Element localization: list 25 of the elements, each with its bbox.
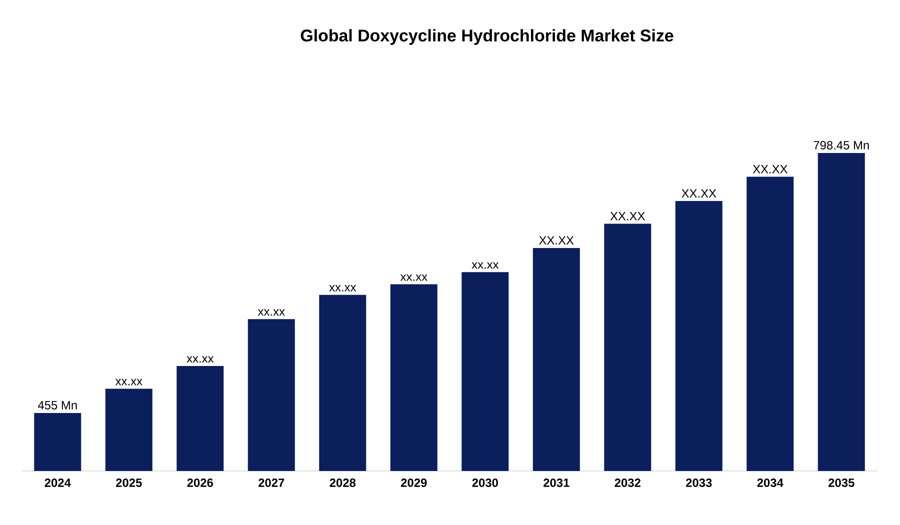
x-tick-label: 2035 (828, 478, 854, 487)
data-label: XX.XX (610, 212, 645, 220)
data-label: xx.xx (186, 356, 214, 363)
data-label: xx.xx (472, 262, 499, 269)
x-tick-label: 2027 (258, 478, 284, 487)
data-label: xx.xx (258, 309, 285, 316)
data-label: xx.xx (329, 285, 356, 292)
data-label: xx.xx (115, 378, 142, 386)
x-tick-label: 2026 (187, 478, 213, 487)
x-tick-label: 2030 (472, 478, 498, 487)
data-label: xx.xx (400, 274, 428, 281)
x-tick-label: 2029 (401, 478, 427, 487)
x-tick-label: 2033 (686, 478, 712, 487)
x-tick-label: 2032 (614, 478, 640, 487)
x-tick-label: 2024 (44, 478, 71, 487)
x-tick-label: 2028 (330, 478, 356, 487)
data-label: 798.45 Mn (814, 141, 869, 150)
x-tick-label: 2025 (116, 478, 142, 487)
data-label: XX.XX (539, 236, 574, 244)
data-label: 455 Mn (38, 401, 77, 410)
data-label: XX.XX (682, 189, 716, 198)
x-tick-label: 2034 (757, 478, 784, 487)
chart-title: Global Doxycycline Hydrochloride Market Size (300, 29, 674, 45)
x-tick-label: 2031 (544, 478, 570, 487)
data-label: XX.XX (752, 165, 788, 174)
